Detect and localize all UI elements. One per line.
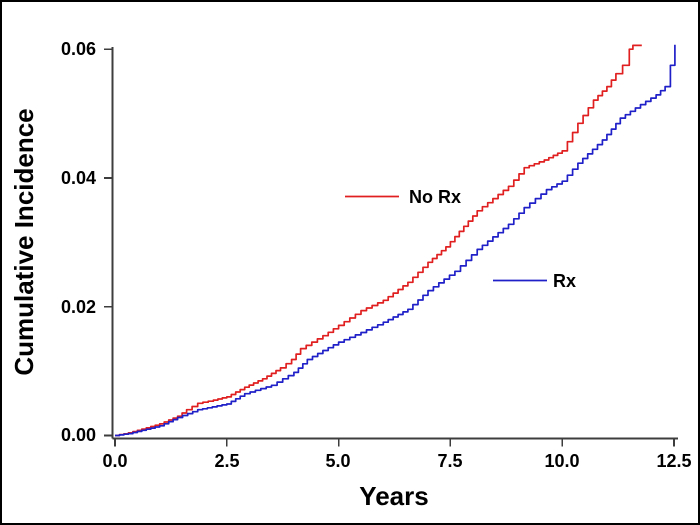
x-axis-title: Years [359, 481, 429, 511]
y-axis-title: Cumulative Incidence [9, 108, 39, 376]
y-tick-label-0.04: 0.04 [60, 168, 96, 188]
legend-label-no-rx: No Rx [409, 187, 462, 207]
rx-curve [115, 44, 676, 437]
x-tick-label-2.5: 2.5 [214, 451, 240, 471]
x-tick-label-12.5: 12.5 [656, 451, 692, 471]
x-tick-label-10.0: 10.0 [544, 451, 580, 471]
y-tick-label-0.00: 0.00 [60, 425, 96, 445]
y-tick-label-0.02: 0.02 [60, 297, 96, 317]
x-tick-label-0.0: 0.0 [102, 451, 128, 471]
y-tick-label-0.06: 0.06 [60, 39, 96, 59]
no-rx-curve [115, 44, 642, 437]
x-tick-label-7.5: 7.5 [437, 451, 463, 471]
legend-label-rx: Rx [553, 271, 577, 291]
x-tick-label-5.0: 5.0 [325, 451, 351, 471]
